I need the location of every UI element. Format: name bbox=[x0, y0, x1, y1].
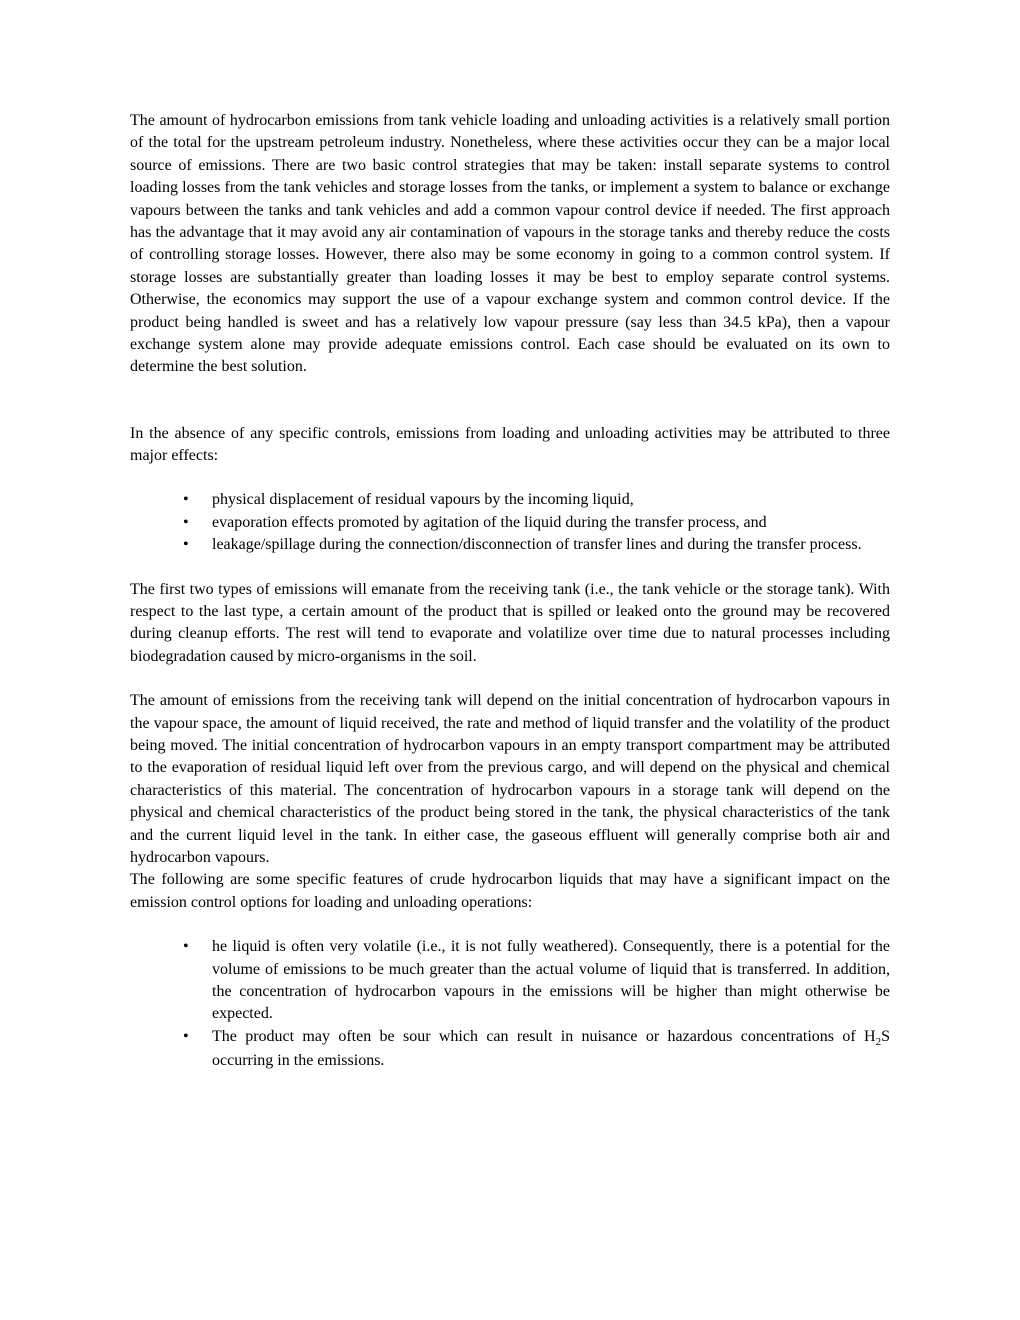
paragraph-effects-intro: In the absence of any specific controls,… bbox=[130, 423, 890, 468]
list-item: The product may often be sour which can … bbox=[180, 1026, 890, 1073]
list-item: leakage/spillage during the connection/d… bbox=[180, 534, 890, 556]
paragraph-features-intro: The following are some specific features… bbox=[130, 869, 890, 914]
paragraph-emissions-types: The first two types of emissions will em… bbox=[130, 579, 890, 669]
list-item: he liquid is often very volatile (i.e., … bbox=[180, 936, 890, 1026]
features-list: he liquid is often very volatile (i.e., … bbox=[130, 936, 890, 1073]
effects-list: physical displacement of residual vapour… bbox=[130, 489, 890, 556]
paragraph-intro: The amount of hydrocarbon emissions from… bbox=[130, 110, 890, 379]
list-item: physical displacement of residual vapour… bbox=[180, 489, 890, 511]
list-item-text-prefix: The product may often be sour which can … bbox=[212, 1028, 876, 1045]
paragraph-receiving-tank: The amount of emissions from the receivi… bbox=[130, 690, 890, 869]
list-item: evaporation effects promoted by agitatio… bbox=[180, 512, 890, 534]
